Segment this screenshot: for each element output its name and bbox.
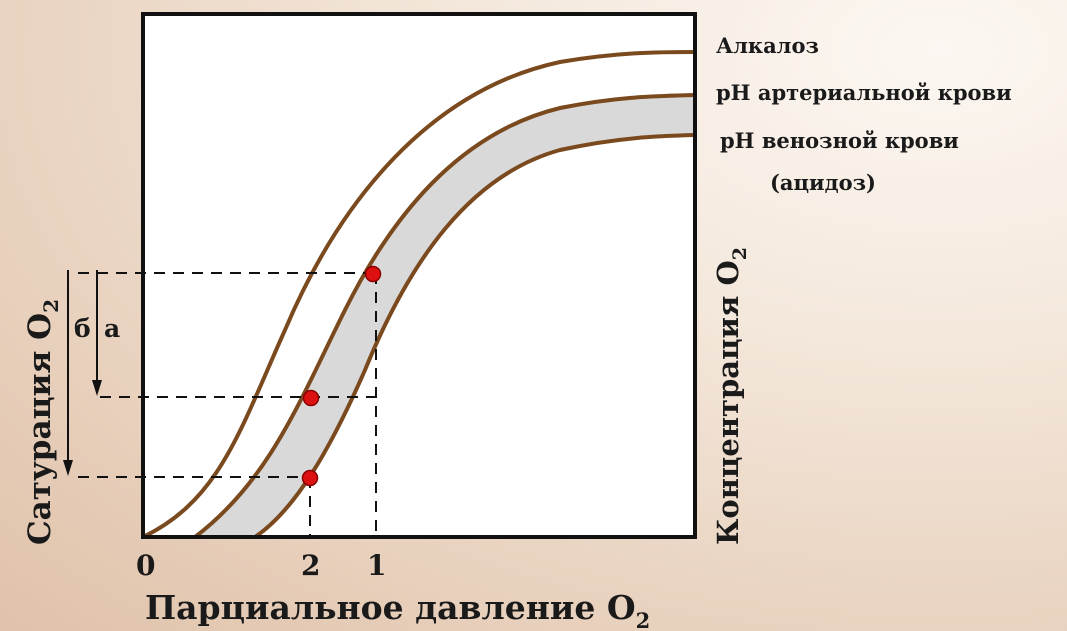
point-arterial-1 — [364, 265, 382, 283]
dashed-guides — [78, 272, 377, 537]
label-arterial: pH артериальной крови — [716, 80, 1012, 105]
point-arterial-2 — [302, 389, 320, 407]
x-axis-label-text: Парциальное давление O — [145, 588, 636, 627]
shaded-band — [195, 95, 695, 537]
x-axis-label-sub: 2 — [636, 608, 651, 631]
y-right-axis-label-sub: 2 — [729, 247, 751, 260]
y-left-axis-label-sub: 2 — [39, 299, 63, 313]
point-venous-2 — [301, 469, 319, 487]
y-right-axis-label-text: Концентрация O — [711, 260, 745, 545]
label-venous: pH венозной крови — [720, 128, 959, 153]
y-right-axis-label: Концентрация O2 — [711, 247, 751, 545]
arrow-b-label: б — [74, 314, 91, 343]
y-left-axis-label-text: Сатурация O — [22, 313, 58, 545]
curve-alkalosis — [142, 50, 696, 539]
label-alkalosis: Алкалоз — [716, 33, 819, 58]
label-venous-note: (ацидоз) — [770, 170, 876, 195]
arrow-b — [63, 270, 73, 476]
y-left-axis-label: Сатурация O2 — [22, 299, 63, 545]
tick-2: 2 — [301, 549, 320, 582]
tick-1: 1 — [367, 549, 386, 582]
arrow-a-label: а — [104, 314, 120, 343]
arrow-a — [92, 270, 102, 396]
tick-origin: 0 — [136, 549, 155, 582]
plot-frame — [141, 12, 697, 539]
x-axis-label: Парциальное давление O2 — [145, 588, 650, 631]
curve-arterial — [193, 93, 696, 539]
